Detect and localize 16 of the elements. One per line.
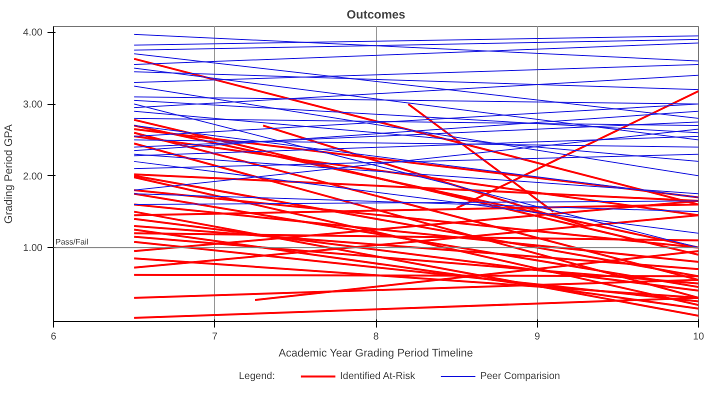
ref-line-label: Pass/Fail bbox=[56, 238, 89, 247]
y-tick-label: 2.00 bbox=[23, 171, 43, 182]
y-tick-label: 1.00 bbox=[23, 243, 43, 254]
y-tick-label: 4.00 bbox=[23, 28, 43, 39]
y-axis-title: Grading Period GPA bbox=[3, 124, 16, 224]
y-tick-label: 3.00 bbox=[23, 100, 43, 111]
legend-label: Peer Comparision bbox=[480, 370, 560, 382]
chart-title: Outcomes bbox=[346, 8, 406, 22]
x-tick-label: 8 bbox=[373, 332, 380, 342]
legend-label: Identified At-Risk bbox=[340, 370, 416, 382]
legend-title: Legend: bbox=[238, 370, 276, 382]
x-tick-label: 6 bbox=[50, 332, 57, 342]
x-tick-label: 9 bbox=[534, 332, 540, 342]
x-tick-label: 7 bbox=[212, 332, 218, 342]
x-axis-title: Academic Year Grading Period Timeline bbox=[278, 348, 474, 360]
x-tick-label: 10 bbox=[692, 332, 704, 342]
